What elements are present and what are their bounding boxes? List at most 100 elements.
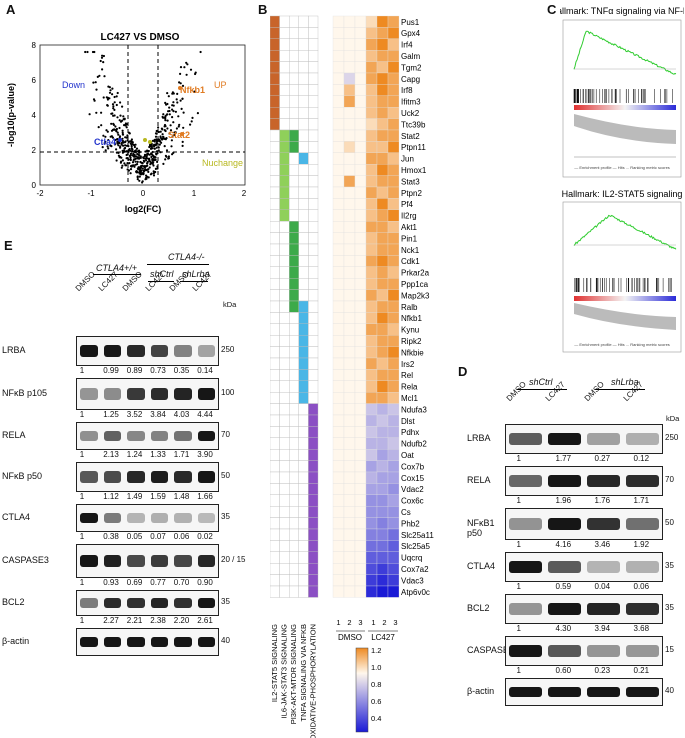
volcano-point <box>98 74 101 77</box>
blot-band <box>197 345 215 357</box>
heatmap-cell <box>354 312 367 324</box>
colorbar-tick: 0.8 <box>371 680 381 689</box>
heatmap-cell <box>365 50 378 62</box>
blot-band <box>548 518 581 530</box>
heatmap-cell <box>354 72 367 85</box>
volcano-ylabel: -log10(p-value) <box>6 83 16 147</box>
volcano-point <box>171 135 174 138</box>
membership-cell <box>279 289 290 302</box>
heatmap-cell <box>354 141 367 153</box>
volcano-point <box>130 140 133 143</box>
volcano-point <box>122 115 125 118</box>
heatmap-cell <box>387 95 400 108</box>
heatmap-cell <box>343 540 356 552</box>
heatmap-cell <box>354 198 367 210</box>
svg-text:— Enrichment profile — Hits ..: — Enrichment profile — Hits ... Ranking … <box>574 342 670 347</box>
quant-value: 0.69 <box>126 578 143 587</box>
gene-label: Ttc39b <box>401 120 426 129</box>
membership-cell <box>298 380 309 393</box>
heatmap-cell <box>332 221 345 233</box>
volcano-point <box>171 108 174 111</box>
membership-cell <box>270 437 280 450</box>
volcano-point <box>110 135 113 138</box>
volcano-point <box>165 137 168 140</box>
volcano-point <box>129 172 132 175</box>
membership-cell <box>289 243 300 256</box>
heatmap-cell <box>387 209 400 222</box>
volcano-point <box>153 155 156 158</box>
quant-value: 2.38 <box>150 616 166 625</box>
volcano-point <box>189 123 192 126</box>
heatmap-cell <box>354 107 367 119</box>
membership-cell <box>270 95 280 108</box>
gene-hits-2 <box>574 278 672 292</box>
gene-label: Ripk2 <box>401 337 422 346</box>
membership-cell <box>298 118 309 131</box>
volcano-point <box>115 159 118 162</box>
volcano-point <box>108 97 111 100</box>
volcano-point <box>136 176 139 179</box>
heatmap-cell <box>332 38 345 51</box>
heatmap-cell <box>332 494 345 507</box>
heatmap-cell <box>376 312 389 324</box>
membership-cell <box>298 563 309 575</box>
volcano-point <box>181 97 184 100</box>
heatmap-cell <box>343 84 356 96</box>
volcano-point <box>193 90 196 93</box>
volcano-point <box>155 129 158 133</box>
volcano-point <box>128 154 131 157</box>
volcano-point <box>104 149 107 152</box>
membership-cell <box>289 323 300 336</box>
volcano-point <box>118 119 121 122</box>
volcano-point <box>161 133 164 136</box>
membership-cell <box>289 369 300 381</box>
membership-cell <box>289 266 300 279</box>
heatmap-cell <box>332 61 345 74</box>
membership-cell <box>270 255 280 267</box>
gene-label: Uck2 <box>401 109 420 118</box>
membership-cell <box>298 403 309 416</box>
heatmap-cell <box>365 255 378 267</box>
blot-row-label: BCL2 <box>467 603 490 613</box>
gene-label: Pdhx <box>401 428 419 437</box>
heatmap-cell <box>387 300 400 313</box>
blot-band <box>587 475 620 487</box>
x-tick: 0 <box>141 189 146 198</box>
volcano-point <box>171 153 174 156</box>
membership-cell <box>298 220 309 233</box>
membership-cell <box>289 471 300 484</box>
volcano-point <box>170 139 173 142</box>
gene-label: Ifitm3 <box>401 98 421 107</box>
membership-cell <box>270 266 280 279</box>
membership-cell <box>308 27 319 39</box>
membership-cell <box>308 61 319 74</box>
heatmap-cell <box>365 243 378 256</box>
volcano-point <box>148 166 151 169</box>
membership-cell <box>289 585 300 598</box>
volcano-point <box>165 103 168 106</box>
gsea-panel: Hallmark: TNFα signaling via NF-kB — Enr… <box>550 2 685 357</box>
volcano-point <box>107 139 110 142</box>
colorbar-tick: 1.0 <box>371 663 381 672</box>
membership-cell <box>270 335 280 347</box>
volcano-point <box>104 135 107 138</box>
gene-label: Ralb <box>401 303 418 312</box>
gene-label: Slc25a5 <box>401 542 430 551</box>
heatmap-cell <box>365 414 378 427</box>
membership-cell <box>308 403 319 416</box>
volcano-point <box>101 54 104 57</box>
membership-cell <box>308 220 319 233</box>
quant-value: 1.76 <box>594 496 611 505</box>
volcano-point <box>94 81 97 84</box>
volcano-point <box>86 50 89 54</box>
blot-band <box>150 471 168 483</box>
blot-band <box>197 471 215 483</box>
heatmap-cell <box>332 152 345 165</box>
volcano-point <box>135 170 138 173</box>
heatmap-cell <box>354 266 367 279</box>
quant-value: 2.20 <box>173 616 190 625</box>
volcano-point <box>152 172 155 175</box>
volcano-point <box>148 153 151 156</box>
volcano-point <box>151 139 155 142</box>
membership-cell <box>298 198 309 210</box>
